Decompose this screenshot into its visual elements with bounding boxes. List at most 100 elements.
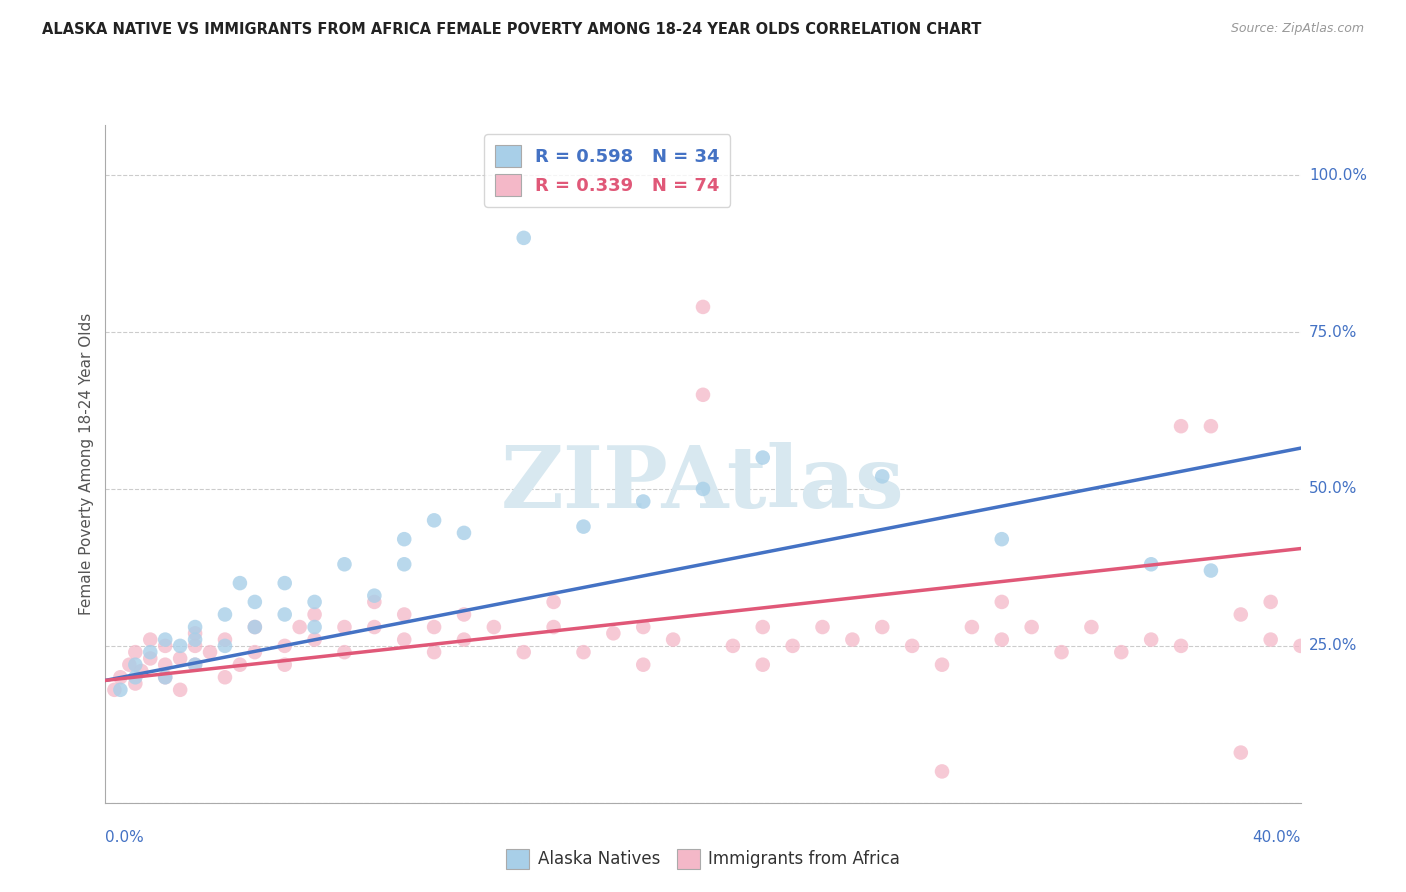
Point [572, 645, 595, 659]
Point [184, 626, 207, 640]
Point [243, 620, 266, 634]
Y-axis label: Female Poverty Among 18-24 Year Olds: Female Poverty Among 18-24 Year Olds [79, 313, 94, 615]
Point [304, 607, 326, 622]
Point [901, 639, 924, 653]
Point [288, 620, 311, 634]
Point [103, 682, 125, 697]
Point [482, 620, 505, 634]
Point [1199, 564, 1222, 578]
Point [273, 657, 295, 672]
Point [214, 607, 236, 622]
Point [273, 576, 295, 591]
Point [139, 632, 162, 647]
Point [721, 639, 744, 653]
Point [304, 620, 326, 634]
Point [513, 231, 536, 245]
Point [423, 645, 446, 659]
Text: 100.0%: 100.0% [1309, 168, 1367, 183]
Point [692, 300, 714, 314]
Point [214, 639, 236, 653]
Point [155, 657, 177, 672]
Point [110, 670, 132, 684]
Point [394, 532, 416, 546]
Point [692, 482, 714, 496]
Point [1229, 746, 1253, 760]
Point [169, 651, 191, 665]
Point [1289, 639, 1312, 653]
Point [872, 469, 894, 483]
Point [139, 645, 162, 659]
Point [423, 620, 446, 634]
Point [304, 595, 326, 609]
Point [243, 620, 266, 634]
Point [214, 670, 236, 684]
Point [990, 532, 1012, 546]
Point [1170, 639, 1192, 653]
Point [453, 607, 475, 622]
Point [184, 639, 207, 653]
Point [124, 657, 146, 672]
Point [841, 632, 863, 647]
Point [1140, 632, 1163, 647]
Point [1021, 620, 1043, 634]
Point [124, 645, 146, 659]
Text: Source: ZipAtlas.com: Source: ZipAtlas.com [1230, 22, 1364, 36]
Point [1050, 645, 1073, 659]
Point [1199, 419, 1222, 434]
Point [782, 639, 804, 653]
Point [572, 519, 595, 533]
Point [453, 525, 475, 540]
Point [110, 682, 132, 697]
Point [118, 657, 141, 672]
Point [543, 595, 565, 609]
Point [423, 513, 446, 527]
Point [129, 664, 153, 678]
Point [751, 450, 773, 465]
Point [333, 620, 356, 634]
Point [662, 632, 685, 647]
Point [543, 620, 565, 634]
Point [1170, 419, 1192, 434]
Text: 25.0%: 25.0% [1309, 639, 1357, 653]
Point [363, 595, 385, 609]
Point [633, 494, 655, 508]
Point [872, 620, 894, 634]
Point [243, 645, 266, 659]
Point [155, 639, 177, 653]
Legend: Alaska Natives, Immigrants from Africa: Alaska Natives, Immigrants from Africa [499, 842, 907, 876]
Point [139, 651, 162, 665]
Point [513, 645, 536, 659]
Point [1260, 595, 1282, 609]
Point [363, 589, 385, 603]
Point [184, 620, 207, 634]
Point [931, 764, 953, 779]
Point [960, 620, 983, 634]
Text: 40.0%: 40.0% [1253, 830, 1301, 845]
Point [198, 645, 221, 659]
Point [1140, 558, 1163, 572]
Point [990, 595, 1012, 609]
Point [333, 558, 356, 572]
Text: ALASKA NATIVE VS IMMIGRANTS FROM AFRICA FEMALE POVERTY AMONG 18-24 YEAR OLDS COR: ALASKA NATIVE VS IMMIGRANTS FROM AFRICA … [42, 22, 981, 37]
Point [453, 632, 475, 647]
Point [229, 657, 252, 672]
Point [602, 626, 624, 640]
Point [633, 620, 655, 634]
Point [243, 595, 266, 609]
Point [124, 670, 146, 684]
Text: 0.0%: 0.0% [105, 830, 145, 845]
Point [124, 676, 146, 690]
Point [1260, 632, 1282, 647]
Point [990, 632, 1012, 647]
Point [1080, 620, 1102, 634]
Text: 50.0%: 50.0% [1309, 482, 1357, 497]
Point [633, 657, 655, 672]
Point [931, 657, 953, 672]
Point [169, 639, 191, 653]
Point [155, 670, 177, 684]
Point [155, 670, 177, 684]
Point [273, 639, 295, 653]
Point [169, 682, 191, 697]
Point [394, 558, 416, 572]
Point [229, 576, 252, 591]
